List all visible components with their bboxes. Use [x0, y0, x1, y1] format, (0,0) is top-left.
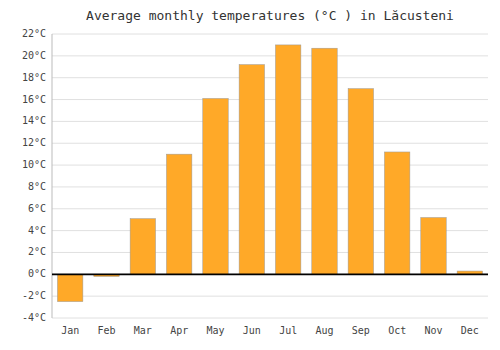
- chart: -4°C -2°C 0°C 2°C 4°C 6°C 8°C 10°C 12°C 14°C 16°C 1…: [0, 0, 500, 350]
- x-tick-label: Jan: [61, 325, 79, 336]
- x-tick-label: Aug: [315, 325, 333, 336]
- x-tick-label: Nov: [424, 325, 442, 336]
- y-tick-label: 2°C: [28, 246, 46, 257]
- bar: [384, 152, 409, 274]
- y-tick-label: 8°C: [28, 181, 46, 192]
- y-tick-label: 14°C: [22, 115, 46, 126]
- x-tick-label: May: [206, 325, 224, 336]
- grid-line: [52, 121, 488, 122]
- grid-line: [52, 55, 488, 56]
- grid-line: [52, 208, 488, 209]
- zero-line: [52, 273, 488, 275]
- x-tick-label: Feb: [97, 325, 115, 336]
- title: Average monthly temperatures (°C ) in Lă…: [86, 8, 454, 23]
- y-tick-label: -2°C: [22, 290, 46, 301]
- grid-line: [52, 274, 488, 275]
- bars: [57, 45, 482, 302]
- y-tick-label: 16°C: [22, 94, 46, 105]
- y-tick-label: -4°C: [22, 312, 46, 323]
- grid-line: [52, 34, 488, 35]
- grid-line: [52, 165, 488, 166]
- x-tick-label: Jul: [279, 325, 297, 336]
- bar: [203, 98, 228, 274]
- bar: [348, 89, 373, 275]
- grid-line: [52, 99, 488, 100]
- y-tick-label: 22°C: [22, 28, 46, 39]
- y-tick-label: 18°C: [22, 72, 46, 83]
- x-tick-label: Sep: [352, 325, 370, 336]
- y-tick-label: 20°C: [22, 50, 46, 61]
- grid-line: [52, 296, 488, 297]
- y-tick-label: 10°C: [22, 159, 46, 170]
- bar: [57, 274, 82, 301]
- y-tick-label: 12°C: [22, 137, 46, 148]
- grid-line: [52, 318, 488, 319]
- y-tick-label: 4°C: [28, 225, 46, 236]
- x-tick-label: Apr: [170, 325, 188, 336]
- grid-line: [52, 143, 488, 144]
- chart-container: -4°C -2°C 0°C 2°C 4°C 6°C 8°C 10°C 12°C 14°C 16°C 1…: [0, 0, 500, 350]
- x-tick-label: Mar: [134, 325, 152, 336]
- x-tick-label: Oct: [388, 325, 406, 336]
- grid-line: [52, 77, 488, 78]
- grid-line: [52, 186, 488, 187]
- x-axis: Jan Feb Mar Apr May Jun Jul Aug Sep Oct Nov Dec: [61, 325, 479, 336]
- bar: [312, 48, 337, 274]
- bar: [421, 218, 446, 275]
- x-tick-label: Dec: [461, 325, 479, 336]
- bar: [275, 45, 300, 274]
- bar: [239, 65, 264, 275]
- x-tick-label: Jun: [243, 325, 261, 336]
- y-tick-label: 6°C: [28, 203, 46, 214]
- y-tick-label: 0°C: [28, 268, 46, 279]
- grid: [52, 34, 488, 318]
- bar: [166, 154, 191, 274]
- y-axis-line: [52, 34, 53, 318]
- bar: [130, 219, 155, 275]
- y-axis: -4°C -2°C 0°C 2°C 4°C 6°C 8°C 10°C 12°C 14°C 16°C 1…: [22, 28, 52, 323]
